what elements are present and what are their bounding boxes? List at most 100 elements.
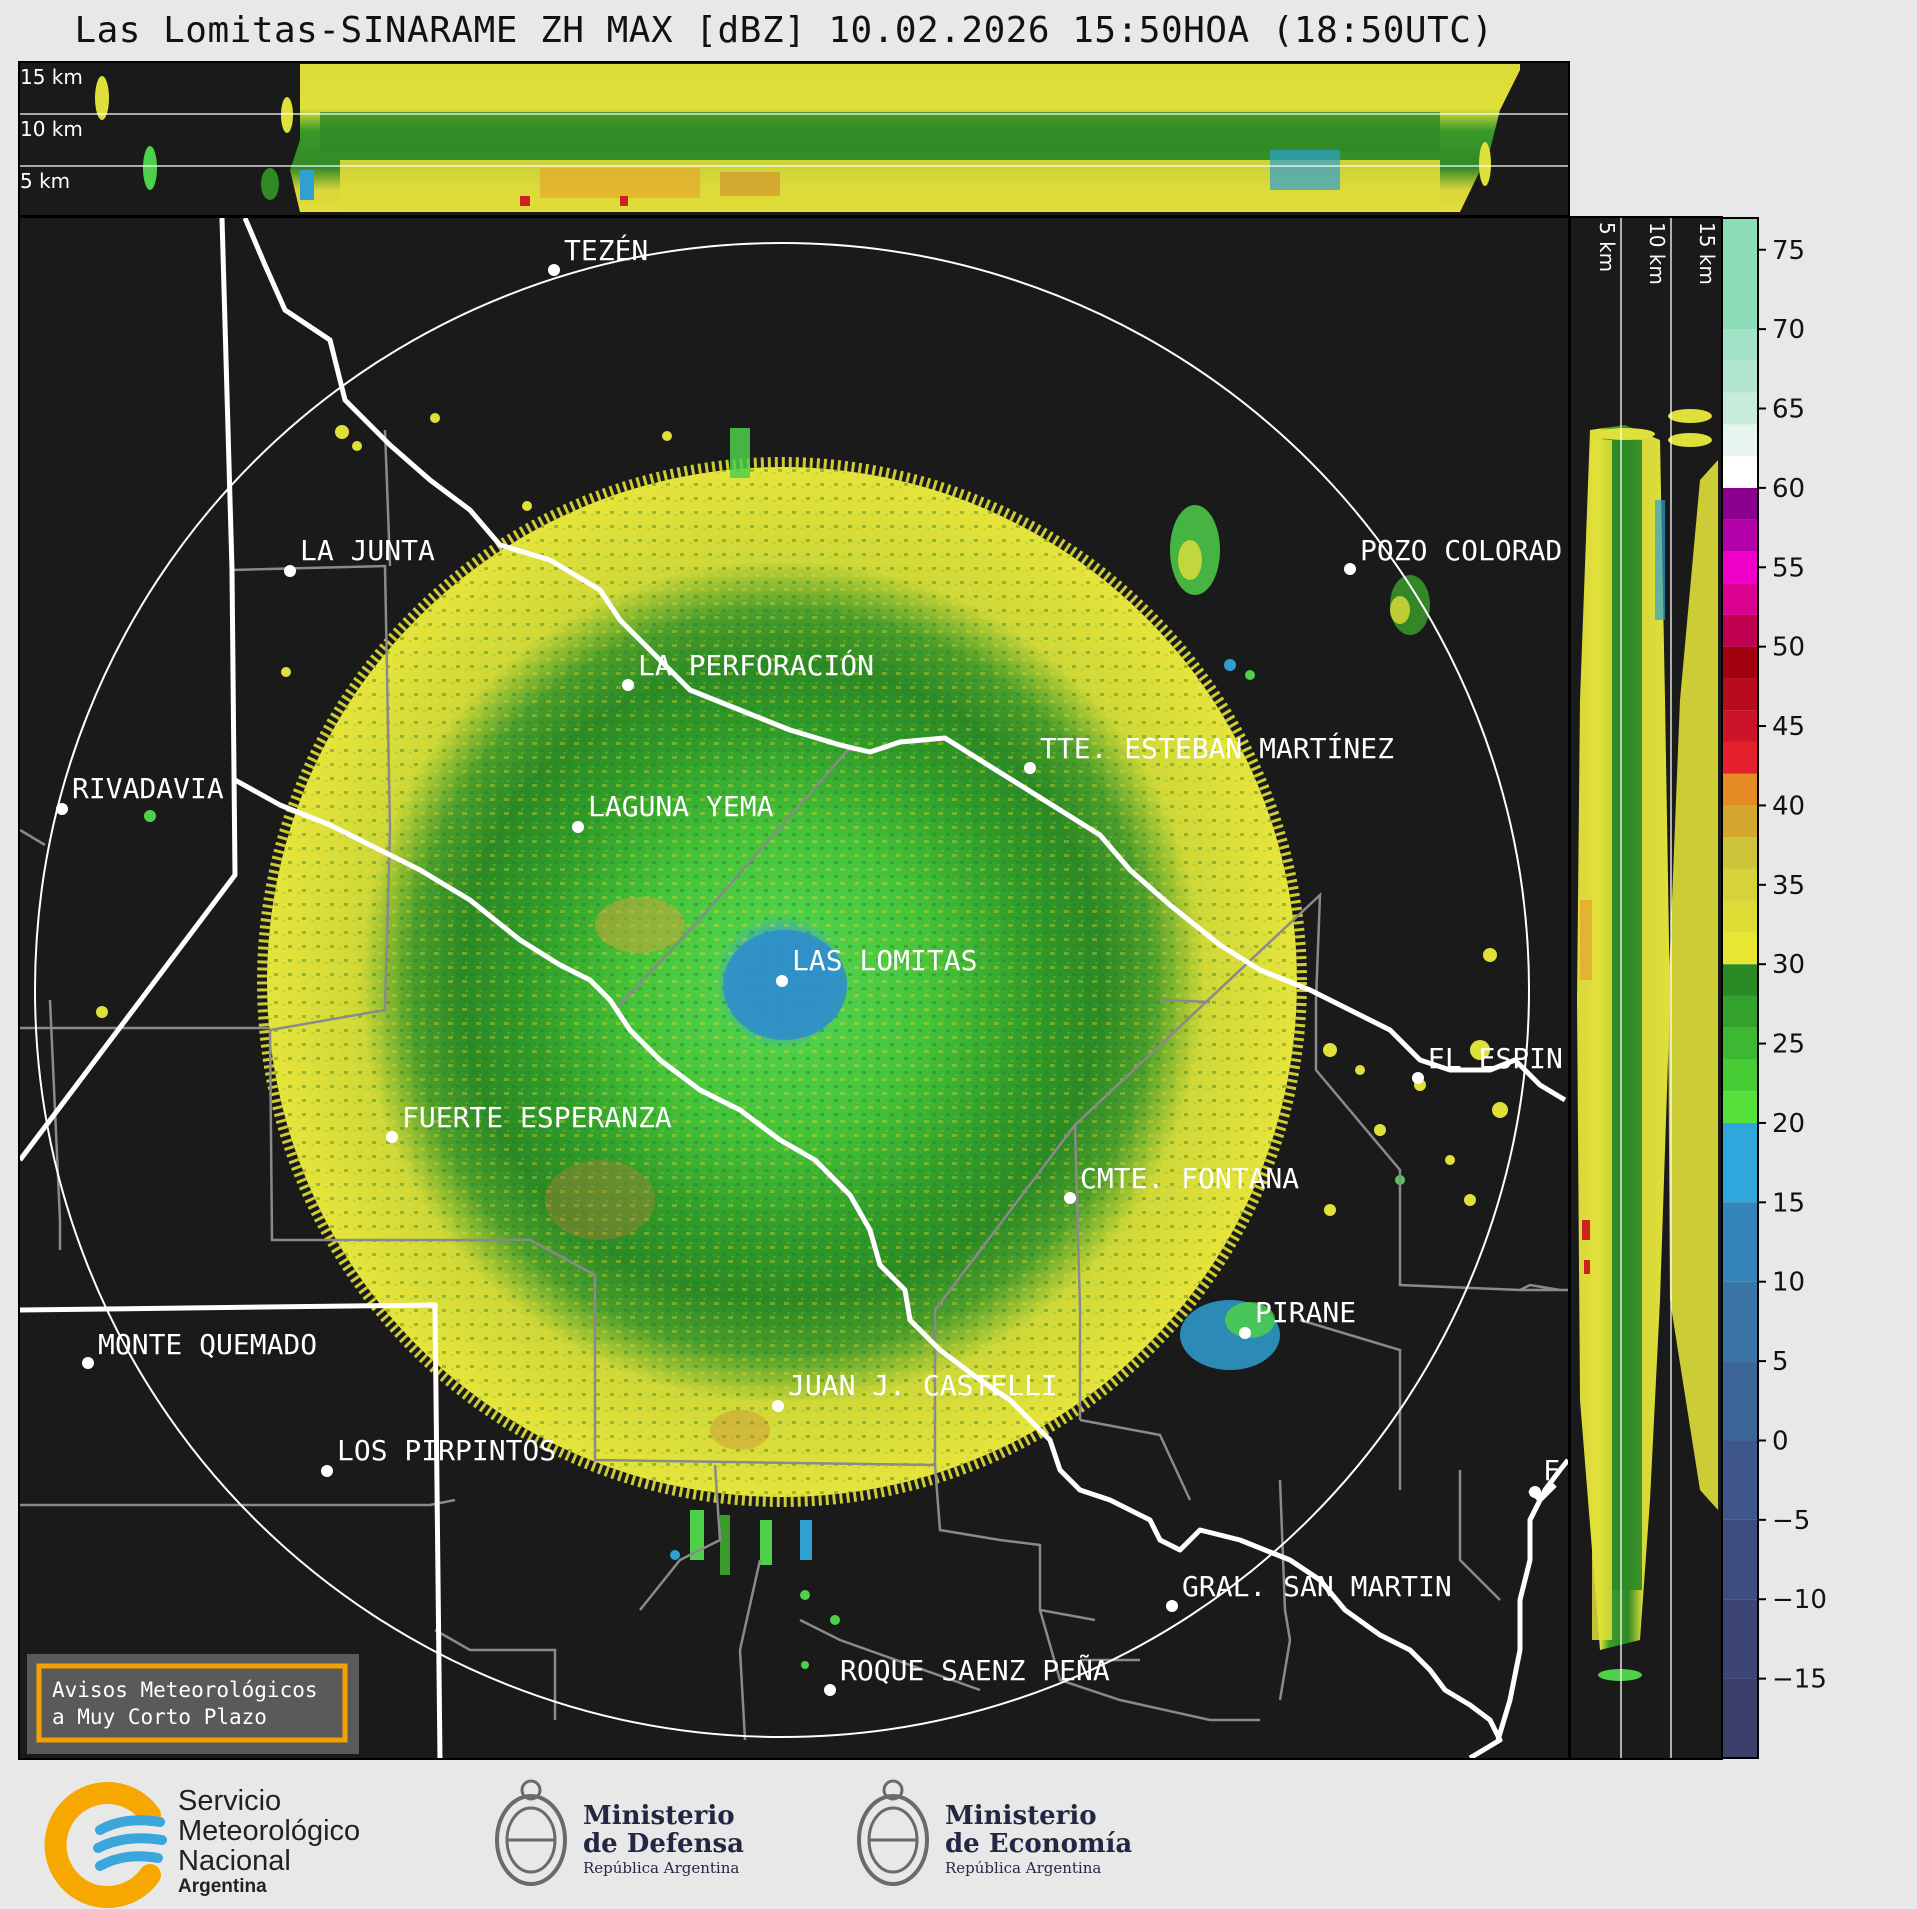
svg-text:CMTE. FONTANA: CMTE. FONTANA [1080,1162,1299,1195]
top-cross-section: 15 km 10 km 5 km [18,61,1570,217]
colorbar-block [1722,392,1758,425]
place-tezen: TEZÉN [548,233,648,276]
economia-coat-of-arms-icon [857,1779,929,1886]
place-roque-saenz-pena: ROQUE SAENZ PEÑA [824,1653,1110,1696]
place-juan-j-castelli: JUAN J. CASTELLI [772,1369,1058,1412]
top-axis-label-5km: 5 km [20,169,70,193]
svg-text:EL ESPIN: EL ESPIN [1428,1042,1563,1075]
colorbar-tick-label: 40 [1772,791,1805,821]
colorbar-tick-label: 30 [1772,950,1805,980]
colorbar-block [1722,932,1758,965]
colorbar-block [1722,868,1758,901]
colorbar-block [1722,614,1758,647]
colorbar-block [1722,551,1758,584]
side-axis-label-5km: 5 km [1595,222,1619,272]
radar-figure: 15 km 10 km 5 km [18,61,1827,1760]
colorbar-tick-label: 65 [1772,395,1805,425]
logo-strip [44,1779,929,1908]
colorbar-block [1722,1281,1758,1362]
place-f-partial: F [1529,1454,1560,1498]
colorbar-block [1722,1599,1758,1679]
colorbar-block [1722,1519,1758,1600]
colorbar-tick-label: 5 [1772,1347,1789,1377]
svg-text:TEZÉN: TEZÉN [564,233,648,267]
top-axis-label-10km: 10 km [20,117,83,141]
colorbar-block [1722,1091,1758,1123]
province-boundaries [20,218,1568,1758]
svg-text:LAGUNA YEMA: LAGUNA YEMA [588,790,774,823]
colorbar-block [1722,424,1758,457]
colorbar-block [1722,900,1758,933]
side-cross-section: 5 km 10 km 15 km [1569,216,1723,1760]
colorbar-tick-label: 55 [1772,553,1805,583]
defensa-logo-text: Ministerio de Defensa República Argentin… [583,1801,744,1877]
colorbar-tick-label: −15 [1772,1665,1827,1695]
colorbar-tick-label: 70 [1772,315,1805,345]
colorbar-block [1722,487,1758,520]
notice-line-2: a Muy Corto Plazo [52,1705,267,1729]
colorbar-tick-label: −10 [1772,1585,1827,1615]
svg-text:F: F [1543,1454,1560,1487]
colorbar-block [1722,583,1758,615]
place-tte-esteban-martinez: TTE. ESTEBAN MARTÍNEZ [1024,731,1394,774]
colorbar-tick-label: 25 [1772,1030,1805,1060]
colorbar-tick-label: 15 [1772,1188,1805,1218]
svg-text:POZO COLORAD: POZO COLORAD [1360,534,1562,567]
colorbar-block [1722,456,1758,488]
colorbar-block [1722,329,1758,361]
economia-logo-text: Ministerio de Economía República Argenti… [945,1801,1133,1877]
colorbar-tick-label: 0 [1772,1426,1789,1456]
colorbar-block [1722,1440,1758,1520]
svg-text:RIVADAVIA: RIVADAVIA [72,772,224,805]
colorbar-tick-label: 50 [1772,633,1805,663]
svg-text:GRAL. SAN MARTIN: GRAL. SAN MARTIN [1182,1570,1452,1603]
smn-logo-text: Servicio Meteorológico Nacional Argentin… [178,1785,361,1897]
colorbar-block [1722,1059,1758,1092]
colorbar-block [1722,1202,1758,1282]
place-fuerte-esperanza: FUERTE ESPERANZA [386,1101,672,1143]
colorbar-tick-label: 75 [1772,236,1805,266]
svg-text:JUAN J. CASTELLI: JUAN J. CASTELLI [788,1369,1058,1402]
top-axis-label-15km: 15 km [20,65,83,89]
place-la-perforacion: LA PERFORACIÓN [622,648,874,691]
svg-text:FUERTE ESPERANZA: FUERTE ESPERANZA [402,1101,672,1134]
svg-text:LA PERFORACIÓN: LA PERFORACIÓN [638,648,874,682]
colorbar-tick-label: −5 [1772,1506,1810,1536]
svg-text:LAS LOMITAS: LAS LOMITAS [792,944,977,977]
colorbar-block [1722,1678,1758,1758]
department-boundaries [20,429,1568,1741]
place-cmte-fontana: CMTE. FONTANA [1064,1162,1299,1204]
place-rivadavia: RIVADAVIA [56,772,224,815]
smn-logo-icon [44,1782,167,1908]
svg-text:TTE. ESTEBAN MARTÍNEZ: TTE. ESTEBAN MARTÍNEZ [1040,731,1394,765]
radar-title: Las Lomitas-SINARAME ZH MAX [dBZ] 10.02.… [74,10,1494,51]
range-ring [34,242,1530,1738]
place-los-pirpintos: LOS PIRPINTOS [321,1434,556,1477]
colorbar-block [1722,646,1758,679]
place-pirane: PIRANE [1239,1296,1356,1339]
place-gral-san-martin: GRAL. SAN MARTIN [1166,1570,1452,1612]
colorbar-block [1722,1122,1758,1203]
colorbar-tick-label: 20 [1772,1109,1805,1139]
colorbar-tick-label: 10 [1772,1268,1805,1298]
colorbar-block [1722,678,1758,711]
notice-box: Avisos Meteorológicos a Muy Corto Plazo [27,1654,359,1754]
place-el-espinillo: EL ESPIN [1412,1042,1563,1084]
svg-text:LOS PIRPINTOS: LOS PIRPINTOS [337,1434,556,1467]
colorbar-block [1722,710,1758,742]
colorbar-block [1722,837,1758,869]
colorbar-block [1722,1361,1758,1441]
defensa-coat-of-arms-icon [495,1779,567,1886]
colorbar-block [1722,519,1758,552]
radar-map: TEZÉN LA JUNTA POZO COLORAD LA PERFORACI… [18,216,1570,1760]
colorbar-tick-label: 60 [1772,474,1805,504]
colorbar-tick-label: 45 [1772,712,1805,742]
colorbar-block [1722,360,1758,393]
place-laguna-yema: LAGUNA YEMA [572,790,774,833]
colorbar-block [1722,805,1758,838]
notice-line-1: Avisos Meteorológicos [52,1678,318,1702]
colorbar-block [1722,1027,1758,1060]
side-axis-label-10km: 10 km [1645,222,1669,285]
